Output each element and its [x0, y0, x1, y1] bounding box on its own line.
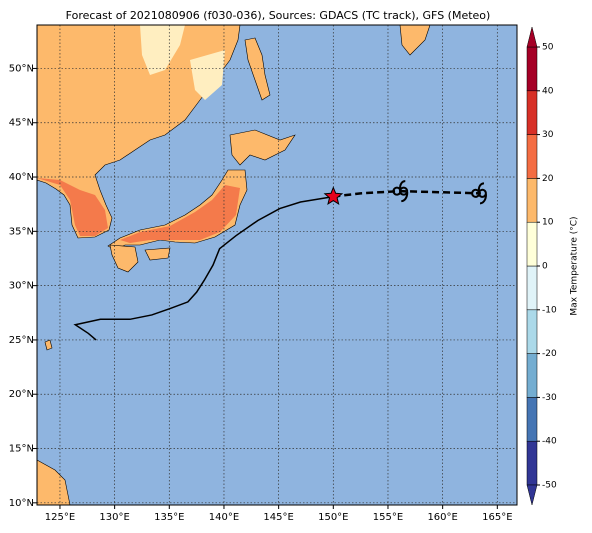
colorbar-tick-label: -20 — [542, 349, 557, 359]
cyclone-symbol — [392, 180, 409, 203]
y-tick-label: 50°N — [9, 63, 34, 74]
y-tick-label: 15°N — [9, 444, 34, 455]
y-tick-label: 45°N — [9, 118, 34, 129]
x-tick-label: 150°E — [318, 512, 348, 523]
x-tick-label: 155°E — [373, 512, 403, 523]
colorbar-bin — [526, 440, 538, 486]
y-tick-label: 35°N — [9, 226, 34, 237]
colorbar-bin — [526, 134, 538, 179]
y-tick-label: 30°N — [9, 281, 34, 292]
colorbar-tick-label: 20 — [542, 174, 554, 184]
colorbar-extend — [526, 26, 538, 48]
colorbar-tick-label: -40 — [542, 437, 557, 447]
colorbar-tick-label: 30 — [542, 130, 554, 140]
cool-patch — [140, 25, 225, 100]
colorbar-bin — [526, 265, 538, 311]
colorbar-bin — [526, 46, 538, 92]
colorbar-bin — [526, 397, 538, 442]
land — [36, 24, 431, 506]
colorbar-tick-label: 40 — [542, 86, 554, 96]
x-tick-label: 130°E — [99, 512, 129, 523]
x-tick-label: 140°E — [209, 512, 239, 523]
current-position — [323, 186, 344, 205]
x-tick-label: 160°E — [427, 512, 457, 523]
colorbar-bin — [526, 178, 538, 223]
colorbar-bin — [526, 90, 538, 135]
colorbar-extend — [526, 484, 538, 506]
plot-area — [37, 25, 517, 505]
warm-patch — [120, 185, 240, 243]
y-tick-label: 20°N — [9, 389, 34, 400]
cyclone-symbol — [471, 182, 488, 205]
colorbar-tick-label: -10 — [542, 305, 557, 315]
colorbar-tick-label: 0 — [542, 262, 548, 272]
track-line — [73, 195, 334, 341]
colorbar-bin — [526, 309, 538, 354]
x-tick-label: 165°E — [482, 512, 512, 523]
x-tick-label: 135°E — [154, 512, 184, 523]
x-tick-label: 145°E — [263, 512, 293, 523]
warm-patch — [37, 178, 108, 236]
chart-title: Forecast of 2021080906 (f030-036), Sourc… — [66, 9, 491, 22]
colorbar-tick-label: 50 — [542, 43, 554, 53]
y-tick-label: 25°N — [9, 335, 34, 346]
colorbar-bin — [526, 353, 538, 398]
map-frame — [36, 24, 518, 506]
colorbar-bin — [526, 221, 538, 267]
colorbar-tick-label: -30 — [542, 393, 557, 403]
y-tick-label: 40°N — [9, 172, 34, 183]
colorbar-label: Max Temperature (°C) — [570, 216, 580, 315]
x-tick-label: 125°E — [45, 512, 75, 523]
y-tick-label: 10°N — [9, 498, 34, 509]
colorbar-tick-label: 10 — [542, 218, 554, 228]
colorbar-tick-label: -50 — [542, 481, 557, 491]
